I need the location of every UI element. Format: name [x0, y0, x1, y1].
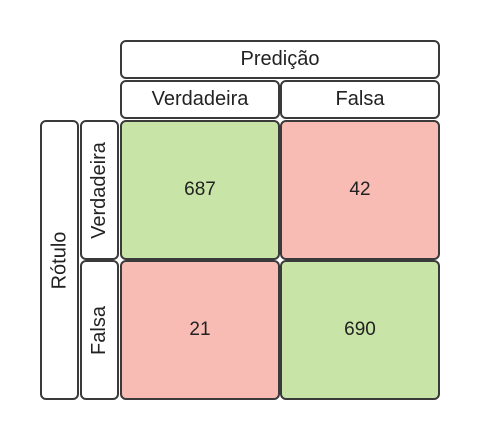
row-header-label: Falsa	[88, 305, 110, 355]
matrix-cell-true-negative: 690	[280, 260, 440, 400]
column-header-falsa: Falsa	[280, 80, 440, 119]
matrix-cell-false-positive: 21	[120, 260, 280, 400]
cell-value: 42	[349, 179, 371, 200]
matrix-cell-false-negative: 42	[280, 120, 440, 260]
column-header-label: Falsa	[335, 88, 385, 110]
predicted-header: Predição	[120, 40, 440, 79]
actual-header: Rótulo	[40, 120, 79, 400]
predicted-header-label: Predição	[240, 48, 320, 70]
column-header-verdadeira: Verdadeira	[120, 80, 280, 119]
cell-value: 687	[184, 179, 216, 200]
column-header-label: Verdadeira	[151, 88, 249, 110]
cell-value: 690	[344, 319, 376, 340]
row-header-verdadeira: Verdadeira	[80, 120, 119, 260]
row-header-label: Verdadeira	[88, 141, 110, 239]
row-header-falsa: Falsa	[80, 260, 119, 400]
cell-value: 21	[189, 319, 211, 340]
actual-header-label: Rótulo	[48, 231, 70, 289]
matrix-cell-true-positive: 687	[120, 120, 280, 260]
